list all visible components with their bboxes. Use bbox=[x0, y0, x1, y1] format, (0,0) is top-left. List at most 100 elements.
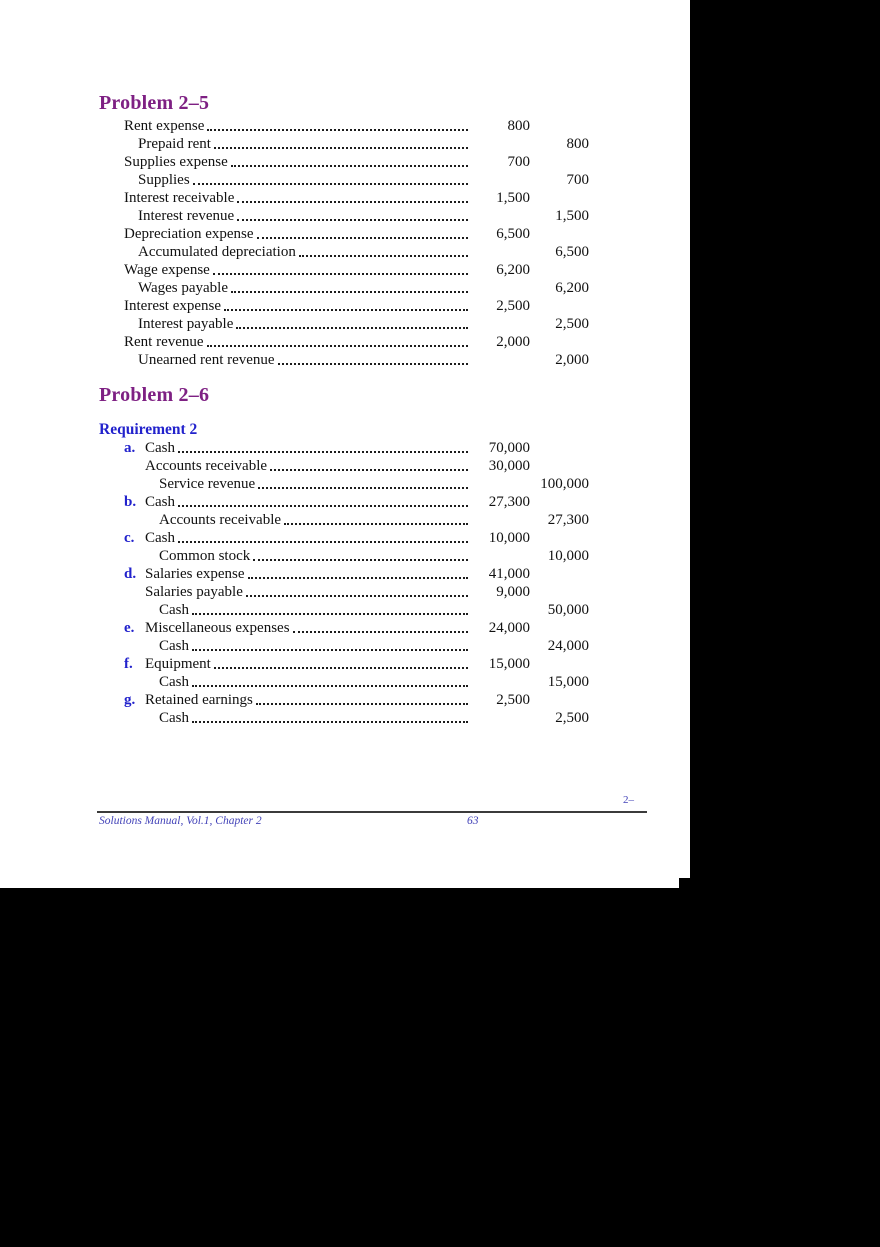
account-label: Rent expense bbox=[124, 118, 205, 134]
dot-leader bbox=[256, 237, 468, 239]
dot-leader bbox=[224, 309, 468, 311]
dot-leader bbox=[192, 685, 468, 687]
credit-amount: 6,200 bbox=[555, 280, 589, 296]
journal-row: Rent revenue 2,000 bbox=[0, 333, 589, 351]
debit-amount: 700 bbox=[507, 154, 531, 170]
journal-row: Rent expense 800 bbox=[0, 117, 589, 135]
account-label: Accumulated depreciation bbox=[138, 244, 296, 260]
journal-row: Salaries payable 9,000 bbox=[0, 583, 589, 601]
debit-amount bbox=[470, 171, 530, 189]
journal-row: Accumulated depreciation 6,500 bbox=[0, 243, 589, 261]
debit-amount: 800 bbox=[507, 118, 531, 134]
credit-amount: 700 bbox=[566, 172, 590, 188]
dot-leader bbox=[237, 201, 468, 203]
journal-row: Accounts receivable 30,000 bbox=[0, 457, 589, 475]
dot-leader bbox=[178, 541, 468, 543]
journal-row: c. Cash 10,000 bbox=[0, 529, 589, 547]
dot-leader bbox=[178, 505, 468, 507]
debit-amount: 15,000 bbox=[488, 656, 530, 672]
dot-leader bbox=[192, 183, 468, 185]
debit-amount bbox=[470, 315, 530, 333]
debit-amount: 41,000 bbox=[488, 566, 530, 582]
entry-letter: f. bbox=[124, 656, 133, 672]
account-label: Rent revenue bbox=[124, 334, 204, 350]
account-label: Supplies expense bbox=[124, 154, 228, 170]
account-label: Equipment bbox=[145, 656, 211, 672]
account-label: Miscellaneous expenses bbox=[145, 620, 290, 636]
journal-row: Service revenue 100,000 bbox=[0, 475, 589, 493]
credit-amount: 6,500 bbox=[555, 244, 589, 260]
document-page: Problem 2–5 Rent expense 800 Prepaid rent 8… bbox=[0, 0, 690, 888]
debit-amount bbox=[470, 511, 530, 529]
problem-2-6-title: Problem 2–6 bbox=[99, 384, 210, 406]
account-label: Supplies bbox=[138, 172, 190, 188]
journal-row: a. Cash 70,000 bbox=[0, 439, 589, 457]
debit-amount: 2,500 bbox=[496, 298, 530, 314]
credit-amount bbox=[530, 691, 589, 709]
dot-leader bbox=[292, 631, 468, 633]
debit-amount bbox=[470, 673, 530, 691]
entry-letter: b. bbox=[124, 494, 137, 510]
entry-letter bbox=[124, 547, 159, 565]
dot-leader bbox=[213, 147, 468, 149]
journal-row: Common stock 10,000 bbox=[0, 547, 589, 565]
debit-amount: 30,000 bbox=[488, 458, 530, 474]
account-label: Common stock bbox=[159, 548, 251, 564]
dot-leader bbox=[230, 165, 468, 167]
journal-row: Cash 15,000 bbox=[0, 673, 589, 691]
account-label: Cash bbox=[159, 602, 189, 618]
dot-leader bbox=[270, 469, 468, 471]
credit-amount bbox=[530, 655, 589, 673]
dot-leader bbox=[255, 703, 468, 705]
account-label: Interest revenue bbox=[138, 208, 235, 224]
dot-leader bbox=[247, 577, 468, 579]
debit-amount: 2,000 bbox=[496, 334, 530, 350]
journal-row: e. Miscellaneous expenses 24,000 bbox=[0, 619, 589, 637]
journal-row: f. Equipment 15,000 bbox=[0, 655, 589, 673]
account-label: Cash bbox=[159, 710, 189, 726]
account-label: Accounts receivable bbox=[159, 512, 282, 528]
credit-amount bbox=[530, 153, 589, 171]
journal-row: Accounts receivable 27,300 bbox=[0, 511, 589, 529]
account-label: Cash bbox=[145, 530, 175, 546]
dot-leader bbox=[258, 487, 468, 489]
credit-amount bbox=[530, 457, 589, 475]
dot-leader bbox=[192, 721, 468, 723]
credit-amount bbox=[530, 225, 589, 243]
account-label: Service revenue bbox=[159, 476, 256, 492]
journal-row: Supplies 700 bbox=[0, 171, 589, 189]
entry-letter: a. bbox=[124, 440, 136, 456]
credit-amount bbox=[530, 583, 589, 601]
journal-row: Cash 2,500 bbox=[0, 709, 589, 727]
journal-row: g. Retained earnings 2,500 bbox=[0, 691, 589, 709]
debit-amount bbox=[470, 135, 530, 153]
credit-amount bbox=[530, 529, 589, 547]
problem-2-5-title: Problem 2–5 bbox=[99, 92, 210, 114]
dot-leader bbox=[178, 451, 468, 453]
journal-row: Cash 50,000 bbox=[0, 601, 589, 619]
credit-amount bbox=[530, 619, 589, 637]
entry-letter bbox=[124, 583, 145, 601]
debit-amount: 6,500 bbox=[496, 226, 530, 242]
account-label: Cash bbox=[145, 440, 175, 456]
credit-amount: 1,500 bbox=[555, 208, 589, 224]
journal-row: Interest receivable 1,500 bbox=[0, 189, 589, 207]
debit-amount bbox=[470, 637, 530, 655]
account-label: Prepaid rent bbox=[138, 136, 211, 152]
account-label: Interest expense bbox=[124, 298, 222, 314]
debit-amount bbox=[470, 475, 530, 493]
account-label: Interest receivable bbox=[124, 190, 235, 206]
dot-leader bbox=[298, 255, 468, 257]
entry-letter bbox=[124, 637, 159, 655]
dot-leader bbox=[212, 273, 468, 275]
credit-amount bbox=[530, 493, 589, 511]
dot-leader bbox=[236, 327, 468, 329]
debit-amount bbox=[470, 547, 530, 565]
entry-letter: d. bbox=[124, 566, 137, 582]
page-header-number: 2– bbox=[623, 794, 634, 806]
account-label: Retained earnings bbox=[145, 692, 253, 708]
credit-amount: 50,000 bbox=[547, 602, 589, 618]
journal-row: Interest expense 2,500 bbox=[0, 297, 589, 315]
entry-letter bbox=[124, 601, 159, 619]
